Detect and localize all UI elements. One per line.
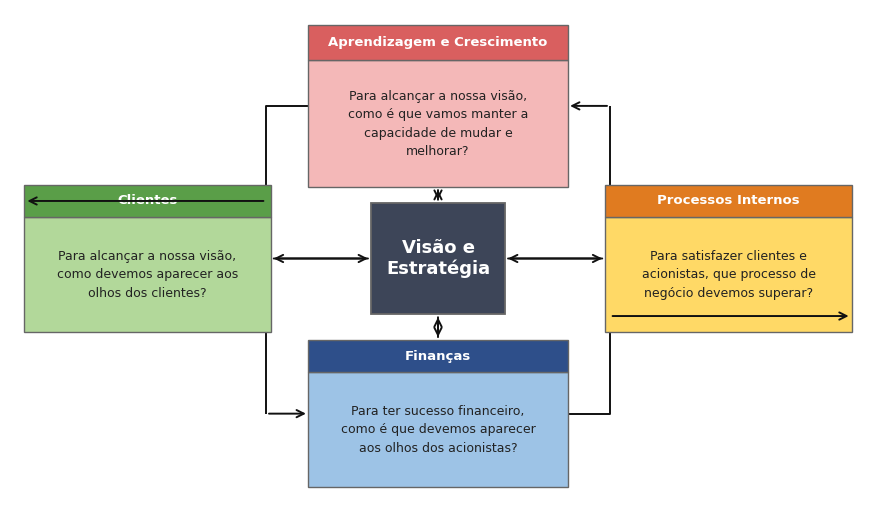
FancyBboxPatch shape	[371, 203, 505, 314]
FancyBboxPatch shape	[24, 185, 271, 217]
Text: Visão e
Estratégia: Visão e Estratégia	[386, 239, 490, 278]
Text: Processos Internos: Processos Internos	[657, 194, 800, 207]
FancyBboxPatch shape	[605, 217, 852, 332]
Text: Para ter sucesso financeiro,
como é que devemos aparecer
aos olhos dos acionista: Para ter sucesso financeiro, como é que …	[341, 405, 535, 455]
FancyBboxPatch shape	[24, 217, 271, 332]
Text: Para alcançar a nossa visão,
como devemos aparecer aos
olhos dos clientes?: Para alcançar a nossa visão, como devemo…	[57, 250, 238, 300]
FancyBboxPatch shape	[307, 340, 569, 372]
Text: Aprendizagem e Crescimento: Aprendizagem e Crescimento	[328, 36, 548, 49]
Text: Para alcançar a nossa visão,
como é que vamos manter a
capacidade de mudar e
mel: Para alcançar a nossa visão, como é que …	[348, 89, 528, 158]
Text: Para satisfazer clientes e
acionistas, que processo de
negócio devemos superar?: Para satisfazer clientes e acionistas, q…	[641, 250, 816, 300]
Text: Clientes: Clientes	[117, 194, 178, 207]
FancyBboxPatch shape	[307, 24, 569, 60]
FancyBboxPatch shape	[307, 372, 569, 488]
FancyBboxPatch shape	[307, 60, 569, 187]
FancyBboxPatch shape	[605, 185, 852, 217]
Text: Finanças: Finanças	[405, 349, 471, 362]
